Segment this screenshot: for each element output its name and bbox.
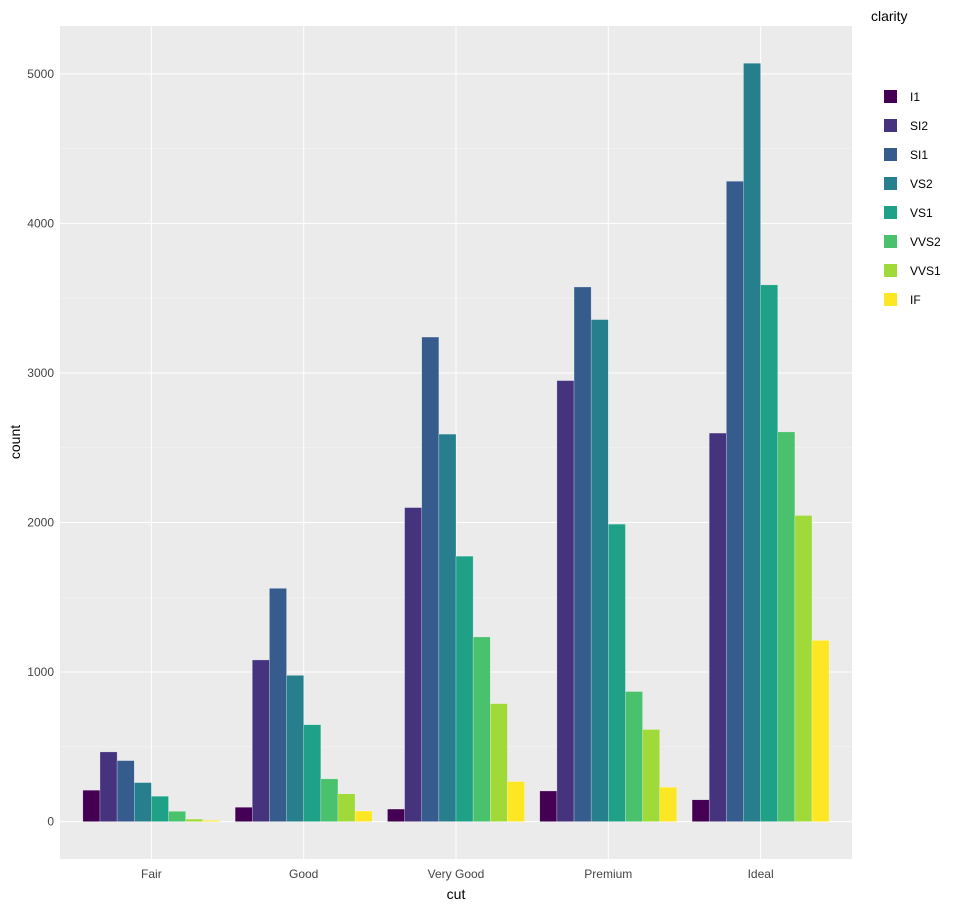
y-tick-label: 0 <box>47 815 54 829</box>
bar-i1-good[interactable] <box>234 807 253 822</box>
bar-if-ideal[interactable] <box>811 640 830 822</box>
legend: clarity I1 SI2 SI1 VS2 VS1 VVS2 VVS1 IF <box>871 8 941 307</box>
x-axis-ticks: Fair Good Very Good Premium Ideal <box>141 867 774 881</box>
legend-label: SI2 <box>910 119 928 133</box>
bar-i1-premium[interactable] <box>539 790 558 822</box>
bar-si1-very-good[interactable] <box>421 336 440 822</box>
legend-swatch <box>884 177 897 190</box>
legend-swatch <box>884 90 897 103</box>
legend-item-if[interactable]: IF <box>884 293 921 307</box>
bar-si1-fair[interactable] <box>116 760 135 822</box>
legend-label: I1 <box>910 90 920 104</box>
bar-i1-very-good[interactable] <box>387 808 405 822</box>
y-tick-label: 3000 <box>27 366 54 380</box>
legend-item-si1[interactable]: SI1 <box>884 148 928 162</box>
bar-vvs1-ideal[interactable] <box>794 515 813 822</box>
legend-swatch <box>884 148 897 161</box>
bar-vvs1-good[interactable] <box>337 793 356 822</box>
bar-vvs2-premium[interactable] <box>625 691 643 822</box>
legend-item-i1[interactable]: I1 <box>884 90 920 104</box>
y-tick-label: 1000 <box>27 665 54 679</box>
bar-vs1-premium[interactable] <box>608 523 626 822</box>
bar-vs1-very-good[interactable] <box>455 555 474 822</box>
bar-vs2-fair[interactable] <box>134 782 152 822</box>
y-axis-ticks: 0 1000 2000 3000 4000 5000 <box>27 67 54 829</box>
legend-label: VVS2 <box>910 235 941 249</box>
bar-if-premium[interactable] <box>659 786 678 822</box>
legend-label: VS2 <box>910 177 933 191</box>
x-tick-label: Ideal <box>748 867 774 881</box>
legend-item-si2[interactable]: SI2 <box>884 119 928 133</box>
y-tick-label: 4000 <box>27 216 54 230</box>
bar-vvs1-fair[interactable] <box>185 818 204 822</box>
legend-label: IF <box>910 293 921 307</box>
bar-if-fair[interactable] <box>202 820 221 822</box>
y-tick-label: 5000 <box>27 67 54 81</box>
legend-items: I1 SI2 SI1 VS2 VS1 VVS2 VVS1 IF <box>884 90 941 307</box>
y-axis-title: count <box>7 425 23 459</box>
bar-vs1-fair[interactable] <box>151 795 169 822</box>
bar-if-good[interactable] <box>354 810 373 822</box>
legend-label: SI1 <box>910 148 928 162</box>
y-tick-label: 2000 <box>27 516 54 530</box>
bar-vs2-ideal[interactable] <box>743 62 761 822</box>
bar-vs1-ideal[interactable] <box>760 284 778 822</box>
legend-swatch <box>884 235 897 248</box>
legend-swatch <box>884 264 897 277</box>
bar-vs2-premium[interactable] <box>590 319 609 822</box>
legend-item-vs1[interactable]: VS1 <box>884 206 933 220</box>
bar-si1-good[interactable] <box>269 588 287 822</box>
x-tick-label: Fair <box>141 867 162 881</box>
bar-si2-fair[interactable] <box>99 751 118 822</box>
bar-vs2-good[interactable] <box>286 675 304 822</box>
legend-swatch <box>884 119 897 132</box>
legend-swatch <box>884 293 897 306</box>
bar-vs2-very-good[interactable] <box>438 433 457 822</box>
bar-vvs2-very-good[interactable] <box>472 636 491 822</box>
bar-si2-premium[interactable] <box>556 380 575 822</box>
legend-item-vvs2[interactable]: VVS2 <box>884 235 941 249</box>
bar-si1-ideal[interactable] <box>726 180 744 822</box>
bar-si2-very-good[interactable] <box>404 507 422 822</box>
bar-i1-ideal[interactable] <box>691 799 710 822</box>
bar-if-very-good[interactable] <box>507 781 525 822</box>
x-tick-label: Good <box>289 867 318 881</box>
bar-vvs1-very-good[interactable] <box>490 703 508 822</box>
bar-si2-ideal[interactable] <box>708 432 727 822</box>
legend-title: clarity <box>871 8 908 24</box>
bar-vvs1-premium[interactable] <box>642 729 660 822</box>
legend-label: VVS1 <box>910 264 941 278</box>
legend-item-vvs1[interactable]: VVS1 <box>884 264 941 278</box>
x-tick-label: Premium <box>584 867 632 881</box>
bars <box>82 62 830 822</box>
x-tick-label: Very Good <box>428 867 485 881</box>
bar-vvs2-good[interactable] <box>320 778 339 822</box>
bar-si2-good[interactable] <box>252 659 270 822</box>
x-axis-title: cut <box>447 886 466 902</box>
legend-label: VS1 <box>910 206 933 220</box>
bar-vvs2-ideal[interactable] <box>777 431 796 822</box>
bar-i1-fair[interactable] <box>82 789 101 822</box>
bar-vvs2-fair[interactable] <box>168 811 186 822</box>
legend-item-vs2[interactable]: VS2 <box>884 177 933 191</box>
legend-swatch <box>884 206 897 219</box>
bar-si1-premium[interactable] <box>573 286 592 822</box>
bar-vs1-good[interactable] <box>303 724 322 822</box>
